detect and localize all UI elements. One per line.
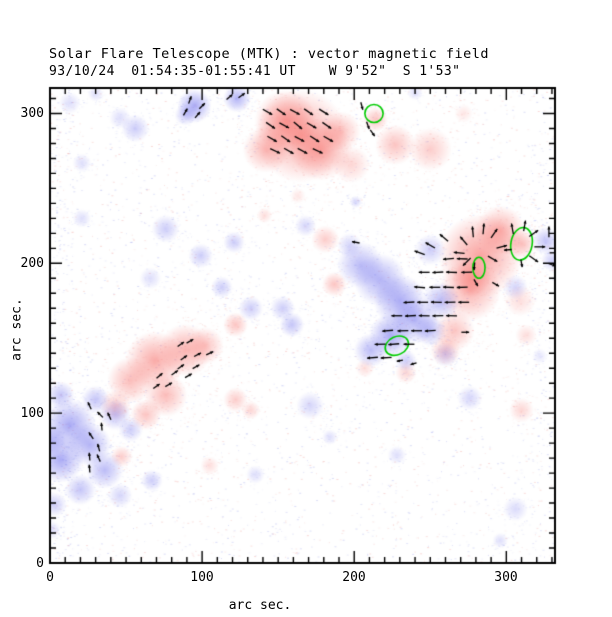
x-tick-label-200: 200 xyxy=(342,570,366,585)
y-tick-label-0: 0 xyxy=(36,556,44,571)
x-tick-label-100: 100 xyxy=(190,570,214,585)
x-tick-label-300: 300 xyxy=(494,570,518,585)
y-axis-label: arc sec. xyxy=(9,298,25,361)
y-tick-label-300: 300 xyxy=(20,106,44,121)
x-tick-label-0: 0 xyxy=(46,570,54,585)
plot-title: Solar Flare Telescope (MTK) : vector mag… xyxy=(49,46,490,62)
y-tick-label-100: 100 xyxy=(20,406,44,421)
x-axis-label: arc sec. xyxy=(228,598,292,613)
y-tick-label-200: 200 xyxy=(20,256,44,271)
plot-subtitle: 93/10/24 01:54:35-01:55:41 UT W 9'52" S … xyxy=(49,64,461,79)
